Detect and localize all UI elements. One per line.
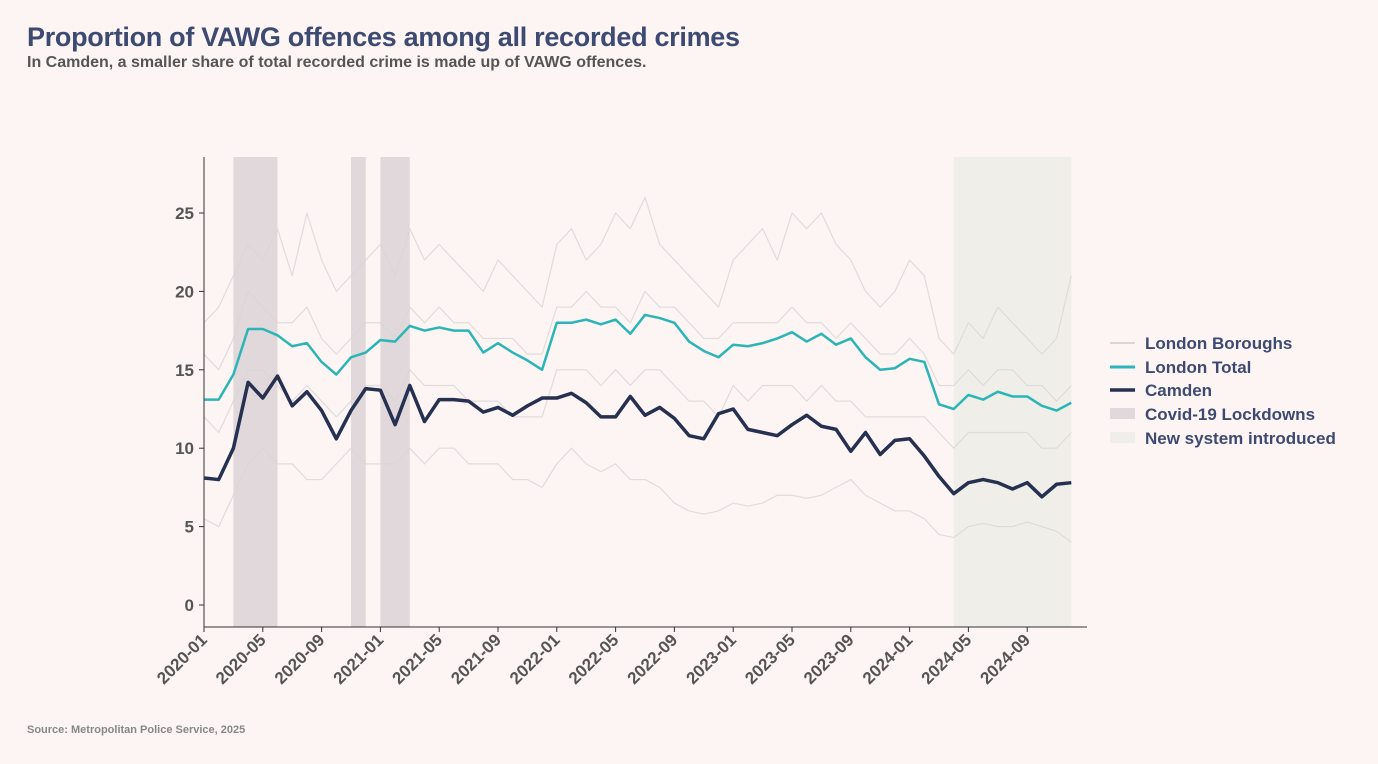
x-tick-label: 2021-05: [388, 630, 446, 688]
legend: London Boroughs London Total Camden Covi…: [1110, 334, 1336, 448]
borough-line-2: [203, 290, 1072, 402]
y-tick-label: 10: [175, 439, 194, 458]
legend-label-boroughs: London Boroughs: [1145, 334, 1292, 353]
x-tick-label: 2024-01: [859, 630, 917, 688]
legend-swatch-lockdowns: [1110, 408, 1135, 419]
x-tick-label: 2024-05: [918, 630, 976, 688]
borough-line-1: [203, 196, 1072, 355]
y-tick-label: 20: [175, 282, 194, 301]
lockdown-shading-3: [380, 157, 410, 627]
y-tick-label: 15: [175, 361, 194, 380]
lockdown-shading-2: [351, 157, 366, 627]
y-tick-label: 5: [185, 518, 194, 537]
legend-swatch-new-system: [1110, 432, 1135, 443]
chart-subtitle: In Camden, a smaller share of total reco…: [27, 54, 647, 71]
x-tick-label: 2023-01: [682, 630, 740, 688]
legend-label-camden: Camden: [1145, 381, 1212, 400]
x-tick-label: 2020-09: [271, 630, 329, 688]
x-tick-label: 2021-01: [330, 630, 388, 688]
legend-label-london-total: London Total: [1145, 358, 1251, 377]
x-tick-label: 2023-09: [800, 630, 858, 688]
x-tick-label: 2022-05: [565, 630, 623, 688]
y-tick-label: 0: [185, 596, 194, 615]
x-tick-label: 2022-09: [624, 630, 682, 688]
legend-label-lockdowns: Covid-19 Lockdowns: [1145, 405, 1315, 424]
camden-line: [203, 374, 1072, 499]
x-tick-label: 2024-09: [976, 630, 1034, 688]
x-tick-label: 2021-09: [447, 630, 505, 688]
y-tick-label: 25: [175, 204, 194, 223]
borough-line-3: [203, 369, 1072, 449]
x-tick-label: 2022-01: [506, 630, 564, 688]
source-note: Source: Metropolitan Police Service, 202…: [27, 724, 246, 736]
london-total-line: [204, 313, 1072, 412]
x-tick-label: 2020-01: [153, 630, 211, 688]
x-tick-label: 2020-05: [212, 630, 270, 688]
x-tick-label: 2023-05: [741, 630, 799, 688]
new-system-shading: [953, 157, 1072, 627]
borough-line-4: [203, 447, 1072, 543]
legend-label-new-system: New system introduced: [1145, 429, 1336, 448]
chart-title: Proportion of VAWG offences among all re…: [27, 22, 740, 52]
